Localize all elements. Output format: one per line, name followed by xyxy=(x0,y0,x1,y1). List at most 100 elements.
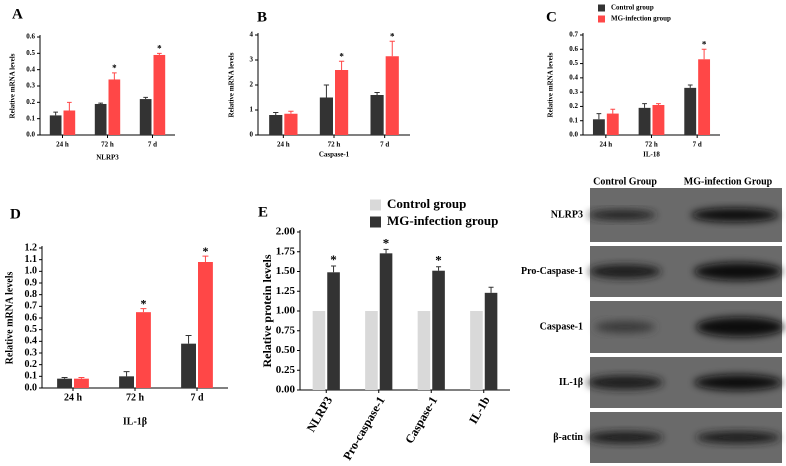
y-axis-label: Relative mRNA levels xyxy=(228,52,236,117)
bar xyxy=(269,115,283,135)
y-tick-label: 0.1 xyxy=(569,116,578,124)
panel-letter: D xyxy=(10,206,21,222)
legend-swatch xyxy=(598,15,605,23)
y-tick-label: 0.2 xyxy=(569,102,578,110)
blot-column-label: MG-infection Group xyxy=(684,176,773,187)
legend-swatch xyxy=(598,4,605,12)
error-bar xyxy=(123,371,130,377)
y-tick-label: 0.4 xyxy=(26,65,35,73)
x-tick-label: 72 h xyxy=(645,141,658,149)
panel-letter: A xyxy=(12,6,23,22)
y-tick-label: 0.7 xyxy=(25,301,38,312)
bar xyxy=(432,270,445,390)
bar xyxy=(198,262,213,388)
x-axis-label: IL-18 xyxy=(643,151,660,159)
error-bar xyxy=(383,248,389,254)
error-bar xyxy=(143,96,148,100)
y-tick-label: 0.50 xyxy=(276,344,296,356)
bar xyxy=(484,292,498,390)
y-tick-label: 0.9 xyxy=(25,277,38,288)
x-tick-label: 24 h xyxy=(56,141,69,149)
x-tick-label: 72 h xyxy=(126,392,145,403)
bar xyxy=(319,97,333,135)
y-axis-label: Relative mRNA levels xyxy=(4,272,15,365)
y-tick-label: 0.5 xyxy=(26,49,35,57)
bar xyxy=(49,115,62,135)
y-tick-label: 0.6 xyxy=(26,33,35,41)
significance-star: * xyxy=(157,43,162,53)
y-tick-label: 0.5 xyxy=(25,324,38,335)
x-axis-label: NLRP3 xyxy=(96,154,119,162)
y-tick-label: 3 xyxy=(250,56,254,64)
bar xyxy=(365,311,378,390)
significance-star: * xyxy=(702,39,707,49)
error-bar xyxy=(112,72,117,80)
error-bar xyxy=(610,108,616,114)
error-bar xyxy=(98,102,103,104)
x-tick-label: 7 d xyxy=(693,141,702,149)
blot-band xyxy=(696,317,784,337)
error-bar xyxy=(140,308,147,313)
x-tick-label: 72 h xyxy=(328,141,341,149)
bar xyxy=(606,113,619,135)
y-tick-label: 4 xyxy=(250,31,254,39)
error-bar xyxy=(656,103,661,105)
blot-row-label: Caspase-1 xyxy=(540,321,583,332)
error-bar xyxy=(185,335,192,344)
y-tick-label: 0.7 xyxy=(569,31,578,39)
y-tick-label: 0.0 xyxy=(25,382,38,393)
legend-swatch xyxy=(370,199,381,211)
y-tick-label: 0.0 xyxy=(26,131,35,139)
y-tick-label: 0.3 xyxy=(25,347,38,358)
bar xyxy=(63,110,76,135)
x-tick-label: 24 h xyxy=(64,392,83,403)
blot-row-label: Pro-Caspase-1 xyxy=(521,266,583,277)
x-tick-label: 24 h xyxy=(277,141,290,149)
x-tick-label: 72 h xyxy=(101,141,114,149)
significance-star: * xyxy=(383,235,390,250)
legend-swatch xyxy=(370,216,381,228)
y-tick-label: 1.2 xyxy=(25,242,38,253)
y-tick-label: 1 xyxy=(250,106,254,114)
error-bar xyxy=(687,84,693,88)
y-tick-label: 0.2 xyxy=(26,98,35,106)
significance-star: * xyxy=(435,253,442,268)
bar xyxy=(181,343,196,388)
bar xyxy=(417,311,431,390)
bar xyxy=(652,105,665,135)
bar xyxy=(57,378,72,388)
blot-row-label: β-actin xyxy=(553,432,583,443)
significance-star: * xyxy=(339,51,344,61)
significance-star: * xyxy=(390,31,395,41)
blot-band xyxy=(589,264,661,279)
error-bar xyxy=(436,266,442,271)
error-bar xyxy=(273,112,279,115)
bar xyxy=(370,95,384,135)
legend-label: Control group xyxy=(387,196,466,211)
blot-band xyxy=(696,431,780,444)
bar xyxy=(136,312,151,388)
bar xyxy=(119,376,134,388)
error-bar xyxy=(53,111,58,116)
error-bar xyxy=(642,103,647,108)
blot-band xyxy=(691,208,779,222)
error-bar xyxy=(331,265,337,273)
y-tick-label: 0.4 xyxy=(569,73,578,81)
y-axis-label: Relative mRNA levels xyxy=(9,53,17,118)
blot-band xyxy=(694,262,782,281)
bar xyxy=(327,272,340,390)
x-axis-label: Caspase-1 xyxy=(319,151,350,159)
y-axis-label: Relative protein levels xyxy=(260,254,274,367)
y-tick-label: 1.0 xyxy=(25,266,38,277)
y-tick-label: 1.75 xyxy=(276,245,296,257)
bar xyxy=(470,311,483,390)
y-tick-label: 0.3 xyxy=(26,82,35,90)
bar xyxy=(94,103,107,135)
significance-star: * xyxy=(202,244,208,258)
y-tick-label: 0.75 xyxy=(276,324,296,336)
y-tick-label: 1.50 xyxy=(276,265,296,277)
y-tick-label: 1.25 xyxy=(276,285,296,297)
bar xyxy=(638,107,651,135)
error-bar xyxy=(61,377,68,379)
